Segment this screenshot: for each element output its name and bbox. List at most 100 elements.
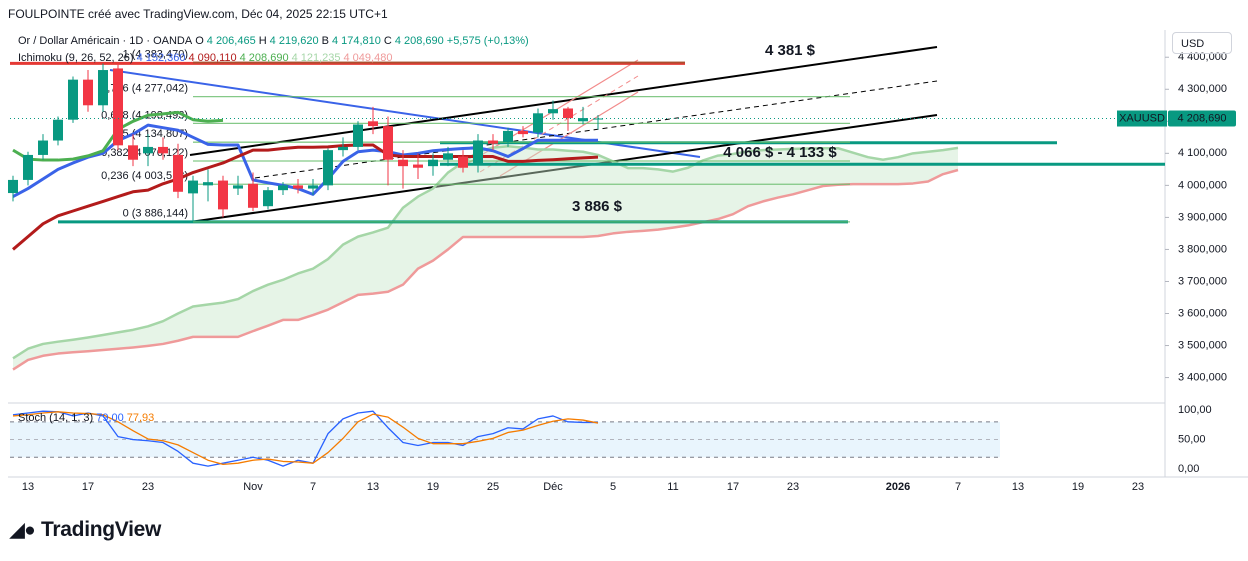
cloud-fill <box>13 146 958 370</box>
candle-body <box>173 154 183 192</box>
price-tag <box>1168 110 1236 127</box>
x-tick-label: 11 <box>667 481 678 493</box>
indicator-line <box>12 143 599 251</box>
candle-body <box>338 146 348 151</box>
y-tick-label: 0,00 <box>1178 463 1199 475</box>
candle-body <box>188 180 198 194</box>
x-tick-label: 2026 <box>886 481 910 493</box>
x-tick-label: 19 <box>427 481 439 493</box>
candle-body <box>368 121 378 127</box>
legend-value: 4 152,360 <box>136 52 186 64</box>
indicator-line <box>12 123 598 198</box>
x-tick-label: 13 <box>367 481 379 493</box>
ohlc-item: B <box>321 35 329 47</box>
logo-text: TradingView <box>41 518 162 541</box>
header: FOULPOINTE créé avec TradingView.com, Dé… <box>8 7 388 21</box>
candle-body <box>458 156 468 168</box>
legend-stoch: Stoch (14, 1, 3) 79,00 77,93 <box>18 412 157 424</box>
channel-line <box>189 46 938 156</box>
y-tick-label: 50,00 <box>1178 433 1206 445</box>
legend-value: 79,00 <box>96 412 124 424</box>
symbol-tag-label: XAUUSD <box>1119 112 1165 124</box>
candle-body <box>563 108 573 119</box>
candle-body <box>308 185 318 189</box>
y-tick-label: 4 000,000 <box>1178 179 1227 191</box>
candle-body <box>98 70 108 106</box>
x-tick-label: 23 <box>142 481 154 493</box>
annotation: 4 381 $ <box>765 42 816 59</box>
symbol-tag <box>1117 110 1167 127</box>
candle-body <box>383 126 393 160</box>
candle-body <box>428 159 438 167</box>
x-tick-label: 25 <box>487 481 499 493</box>
legend-ichimoku: Ichimoku (9, 26, 52, 26) 4 152,360 4 090,1… <box>18 52 395 64</box>
x-tick-label: 7 <box>310 481 316 493</box>
ohlc-item: C <box>383 35 392 47</box>
x-tick-label: 23 <box>787 481 799 493</box>
logo: ◢● TradingView <box>10 518 161 542</box>
candle-body <box>398 159 408 167</box>
ohlc-item: 4 206,465 <box>206 35 256 47</box>
candle-body <box>548 109 558 114</box>
y-tick-label: 3 900,000 <box>1178 211 1227 223</box>
price-tag-label: 4 208,690 <box>1178 112 1227 124</box>
candle-body <box>278 185 288 191</box>
fib-label: 0,236 (4 003,513) <box>101 170 188 182</box>
candle-body <box>503 130 513 143</box>
candle-body <box>128 145 138 160</box>
y-tick-label: 3 700,000 <box>1178 275 1227 287</box>
y-tick-label: 4 300,000 <box>1178 83 1227 95</box>
indicator-line <box>12 410 598 467</box>
x-tick-label: 13 <box>22 481 34 493</box>
legend-value: 4 049,480 <box>343 52 393 64</box>
indicator-title: Ichimoku (9, 26, 52, 26) <box>18 52 134 64</box>
x-tick-label: 7 <box>955 481 961 493</box>
candle-body <box>248 183 258 208</box>
candle-body <box>263 190 273 207</box>
candle-body <box>233 185 243 189</box>
ohlc-item: 4 208,690 <box>394 35 444 47</box>
x-tick-label: 17 <box>82 481 94 493</box>
channel-midline <box>254 80 938 179</box>
fib-label: 0 (3 886,144) <box>123 208 188 220</box>
ohlc-item: +5,575 (+0,13%) <box>446 35 529 47</box>
ohlc-item: H <box>258 35 267 47</box>
ohlc-item: 4 174,810 <box>331 35 381 47</box>
candle-body <box>323 150 333 186</box>
candle-body <box>218 180 228 210</box>
ohlc-item: 4 219,620 <box>269 35 319 47</box>
legend-value: 4 090,110 <box>188 52 237 64</box>
legend-value: 4 121,235 <box>291 52 341 64</box>
y-tick-label: 3 500,000 <box>1178 339 1227 351</box>
x-tick-label: 23 <box>1132 481 1144 493</box>
candle-body <box>578 118 588 122</box>
logo-icon: ◢● <box>10 520 36 541</box>
candle-body <box>68 79 78 120</box>
x-tick-label: 13 <box>1012 481 1024 493</box>
y-tick-label: 3 600,000 <box>1178 307 1227 319</box>
candle-body <box>8 179 18 194</box>
x-tick-label: 19 <box>1072 481 1084 493</box>
candle-body <box>413 164 423 168</box>
candle-body <box>203 182 213 186</box>
candle-body <box>53 119 63 141</box>
candle-body <box>293 185 303 189</box>
y-tick-label: 100,00 <box>1178 404 1212 416</box>
candle-body <box>518 130 528 135</box>
symbol-title: Or / Dollar Américain · 1D · OANDA <box>18 35 193 47</box>
legend-ohlc: Or / Dollar Américain · 1D · OANDA O 4 206… <box>18 35 535 47</box>
candle-body <box>488 140 498 144</box>
ohlc-item: O <box>195 35 204 47</box>
candle-body <box>158 146 168 154</box>
annotation: 3 886 $ <box>572 198 623 215</box>
currency-button[interactable]: USD <box>1172 32 1232 54</box>
x-tick-label: Déc <box>543 481 563 493</box>
candle-body <box>473 140 483 165</box>
y-tick-label: 4 100,000 <box>1178 147 1227 159</box>
candle-body <box>143 146 153 154</box>
candle-body <box>533 113 543 133</box>
y-tick-label: 4 400,000 <box>1178 51 1227 63</box>
